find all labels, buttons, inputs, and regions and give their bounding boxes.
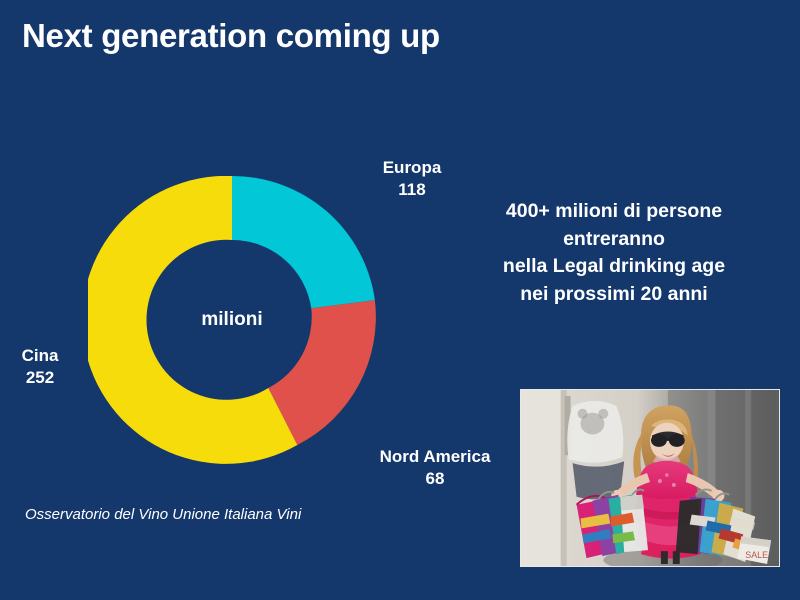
donut-label-europa: Europa 118 bbox=[357, 157, 467, 201]
callout-text: 400+ milioni di persone entreranno nella… bbox=[444, 198, 784, 309]
source-attribution: Osservatorio del Vino Unione Italiana Vi… bbox=[25, 506, 302, 523]
donut-label-europa-value: 118 bbox=[398, 179, 426, 199]
donut-slice-nord-america[interactable] bbox=[268, 300, 376, 446]
donut-label-nord-america-name: Nord America bbox=[379, 447, 491, 466]
donut-label-nord-america-value: 68 bbox=[425, 468, 445, 488]
photo-shopping-girl: SALE bbox=[520, 389, 780, 567]
callout-line-2: entreranno bbox=[563, 227, 665, 250]
donut-label-nord-america: Nord America 68 bbox=[355, 446, 515, 490]
callout-line-1: 400+ milioni di persone bbox=[505, 200, 723, 222]
donut-chart-svg bbox=[88, 176, 376, 464]
donut-slice-europa[interactable] bbox=[232, 176, 375, 309]
donut-slice-cina[interactable] bbox=[88, 176, 298, 464]
donut-label-europa-name: Europa bbox=[382, 158, 442, 177]
photo-shopping-girl-svg: SALE bbox=[521, 390, 779, 566]
donut-label-cina-value: 252 bbox=[25, 367, 55, 387]
donut-chart: milioni bbox=[88, 176, 376, 464]
donut-slices bbox=[88, 176, 376, 464]
svg-text:SALE: SALE bbox=[745, 550, 768, 560]
donut-label-cina-name: Cina bbox=[21, 346, 59, 365]
callout-line-3: nella Legal drinking age bbox=[502, 255, 726, 278]
callout-line-4: nei prossimi 20 anni bbox=[520, 283, 708, 306]
donut-label-cina: Cina 252 bbox=[5, 345, 75, 389]
page-title: Next generation coming up bbox=[22, 17, 440, 54]
